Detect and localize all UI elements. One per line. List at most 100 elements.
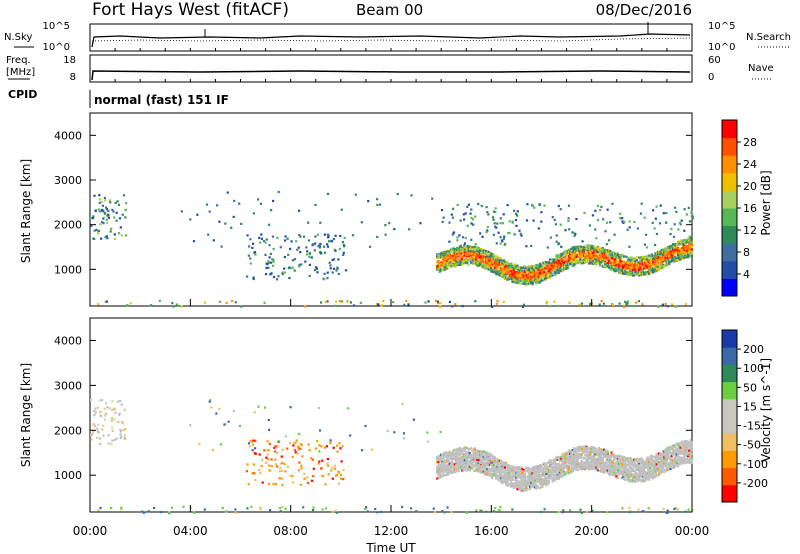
power-scatter-point [505, 276, 508, 279]
velocity-scatter-point [466, 446, 469, 449]
velocity-scatter-point [452, 471, 455, 474]
power-scatter-point [557, 264, 560, 267]
power-scatter-point [684, 248, 687, 251]
power-scatter-point [458, 246, 461, 249]
power-scatter-point [628, 257, 631, 261]
power-scatter-point [109, 201, 112, 204]
power-scatter-point [531, 280, 534, 283]
power-scatter-point [551, 274, 554, 277]
power-scatter-point [605, 263, 608, 266]
velocity-scatter-point [496, 466, 499, 469]
power-scatter-point [351, 234, 355, 237]
power-scatter-point [542, 273, 545, 276]
power-scatter-point [114, 201, 117, 204]
power-scatter-point [684, 243, 687, 246]
power-scatter-point [534, 278, 537, 281]
power-scatter-point [574, 232, 577, 235]
velocity-scatter-point [465, 446, 468, 449]
power-scatter-point [619, 254, 622, 257]
power-scatter-point [687, 248, 690, 251]
power-scatter-point [447, 264, 450, 267]
power-scatter-point [530, 278, 533, 281]
power-scatter-point [630, 272, 633, 276]
power-scatter-point [457, 250, 460, 253]
power-scatter-point [571, 256, 574, 259]
power-scatter-point [382, 300, 385, 303]
power-scatter-point [586, 247, 589, 250]
velocity-scatter-point [119, 428, 122, 431]
velocity-scatter-point [466, 451, 469, 454]
power-scatter-point [616, 261, 619, 264]
velocity-scatter-point [448, 450, 451, 454]
power-scatter-point [594, 246, 597, 250]
power-scatter-point [299, 251, 302, 254]
velocity-scatter-point [515, 473, 518, 476]
power-scatter-point [581, 251, 584, 254]
power-scatter-point [621, 272, 624, 275]
velocity-scatter-point [289, 442, 292, 445]
velocity-scatter-point [326, 462, 329, 465]
velocity-scatter-point [483, 472, 486, 475]
power-scatter-point [564, 267, 567, 270]
power-scatter-point [562, 259, 565, 262]
power-scatter-point [520, 278, 523, 281]
power-scatter-point [668, 250, 671, 253]
velocity-scatter-point [521, 471, 524, 474]
velocity-scatter-point [280, 455, 283, 458]
power-scatter-point [496, 256, 499, 259]
power-scatter-point [675, 256, 678, 260]
power-scatter-point [448, 300, 451, 303]
velocity-scatter-point [448, 468, 451, 471]
power-scatter-point [460, 260, 463, 264]
power-scatter-point [664, 302, 667, 306]
velocity-scatter-point [268, 469, 271, 472]
power-scatter-point [621, 271, 624, 274]
power-scatter-point [109, 230, 112, 233]
power-scatter-point [581, 249, 584, 252]
power-scatter-point [653, 266, 656, 269]
power-scatter-point [392, 301, 395, 304]
velocity-scatter-point [264, 461, 268, 464]
power-scatter-point [513, 281, 517, 284]
power-scatter-point [664, 249, 667, 252]
velocity-scatter-point [481, 450, 484, 453]
power-scatter-point [595, 259, 598, 262]
power-scatter-point [679, 241, 682, 244]
power-scatter-point [606, 221, 609, 224]
velocity-scatter-point [493, 467, 496, 470]
power-scatter-point [580, 254, 583, 257]
power-scatter-point [569, 256, 572, 259]
power-scatter-point [633, 271, 636, 275]
velocity-scatter-point [291, 455, 294, 459]
power-scatter-point [341, 240, 344, 244]
power-scatter-point [638, 261, 641, 264]
velocity-scatter-point [281, 484, 284, 487]
power-scatter-point [470, 261, 473, 264]
velocity-scatter-point [483, 463, 486, 466]
power-scatter-point [271, 258, 274, 261]
velocity-scatter-point [501, 462, 504, 465]
power-scatter-point [599, 209, 602, 212]
velocity-scatter-point [486, 457, 489, 460]
power-scatter-point [501, 275, 504, 278]
power-scatter-point [554, 273, 557, 276]
velocity-scatter-point [516, 466, 519, 469]
power-scatter-point [603, 253, 606, 256]
power-scatter-point [633, 274, 636, 277]
power-scatter-point [673, 250, 676, 253]
power-scatter-point [629, 262, 632, 265]
power-scatter-point [508, 270, 512, 274]
power-scatter-point [690, 249, 693, 252]
velocity-scatter-point [276, 452, 279, 455]
velocity-scatter-point [314, 447, 318, 450]
power-scatter-point [522, 276, 525, 279]
power-scatter-point [289, 267, 292, 270]
power-scatter-point [594, 256, 597, 259]
power-scatter-point [269, 261, 272, 264]
power-scatter-point [327, 236, 330, 239]
power-scatter-point [483, 263, 486, 266]
power-scatter-point [115, 211, 118, 214]
power-scatter-point [472, 248, 475, 251]
power-scatter-point [597, 250, 601, 254]
velocity-scatter-point [293, 448, 296, 452]
